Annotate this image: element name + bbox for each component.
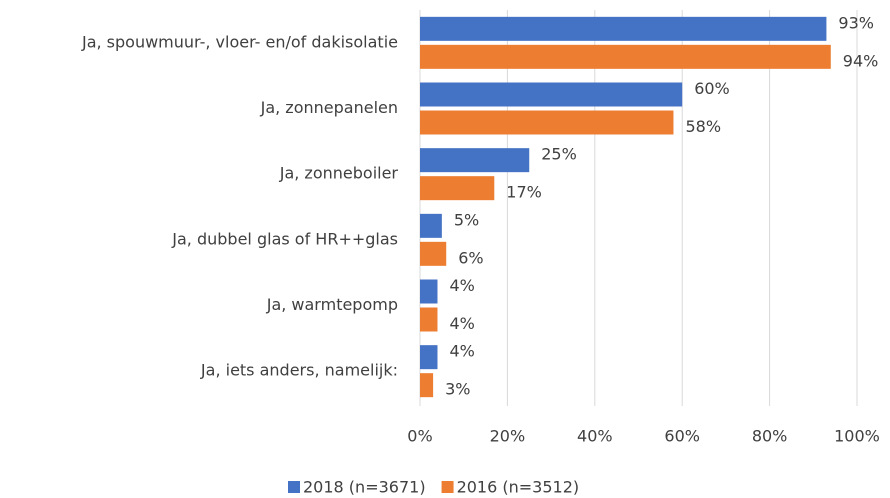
data-label: 94% bbox=[843, 51, 879, 70]
bar bbox=[420, 176, 495, 201]
data-label: 60% bbox=[694, 79, 730, 98]
y-tick-label: Ja, zonneboiler bbox=[279, 164, 399, 183]
x-tick-label: 0% bbox=[407, 427, 432, 446]
x-tick-label: 100% bbox=[834, 427, 880, 446]
bar bbox=[420, 110, 674, 135]
x-tick-label: 60% bbox=[664, 427, 700, 446]
legend-swatch bbox=[288, 481, 300, 493]
legend-swatch bbox=[441, 481, 454, 493]
data-label: 4% bbox=[449, 276, 474, 295]
bar bbox=[420, 279, 438, 304]
y-tick-label: Ja, iets anders, namelijk: bbox=[200, 361, 398, 380]
data-label: 25% bbox=[541, 145, 577, 164]
data-label: 3% bbox=[445, 380, 470, 399]
x-tick-label: 40% bbox=[577, 427, 613, 446]
data-label: 17% bbox=[506, 183, 542, 202]
bar bbox=[420, 16, 827, 41]
bar bbox=[420, 44, 831, 69]
data-label: 93% bbox=[838, 13, 874, 32]
y-tick-label: Ja, dubbel glas of HR++glas bbox=[171, 229, 398, 248]
data-label: 6% bbox=[458, 248, 483, 267]
data-label: 4% bbox=[449, 314, 474, 333]
y-tick-label: Ja, spouwmuur-, vloer- en/of dakisolatie bbox=[81, 32, 398, 51]
bar bbox=[420, 82, 683, 107]
bar bbox=[420, 148, 530, 173]
y-tick-label: Ja, zonnepanelen bbox=[260, 98, 398, 117]
data-label: 5% bbox=[454, 210, 479, 229]
data-label: 58% bbox=[685, 117, 721, 136]
bar bbox=[420, 373, 434, 398]
legend-label: 2016 (n=3512) bbox=[457, 478, 580, 497]
x-tick-label: 80% bbox=[752, 427, 788, 446]
bar bbox=[420, 241, 447, 266]
data-label: 4% bbox=[449, 342, 474, 361]
bar bbox=[420, 307, 438, 332]
bar bbox=[420, 213, 442, 238]
legend-label: 2018 (n=3671) bbox=[303, 478, 426, 497]
bar bbox=[420, 345, 438, 370]
x-tick-label: 20% bbox=[490, 427, 526, 446]
y-tick-label: Ja, warmtepomp bbox=[266, 295, 398, 314]
